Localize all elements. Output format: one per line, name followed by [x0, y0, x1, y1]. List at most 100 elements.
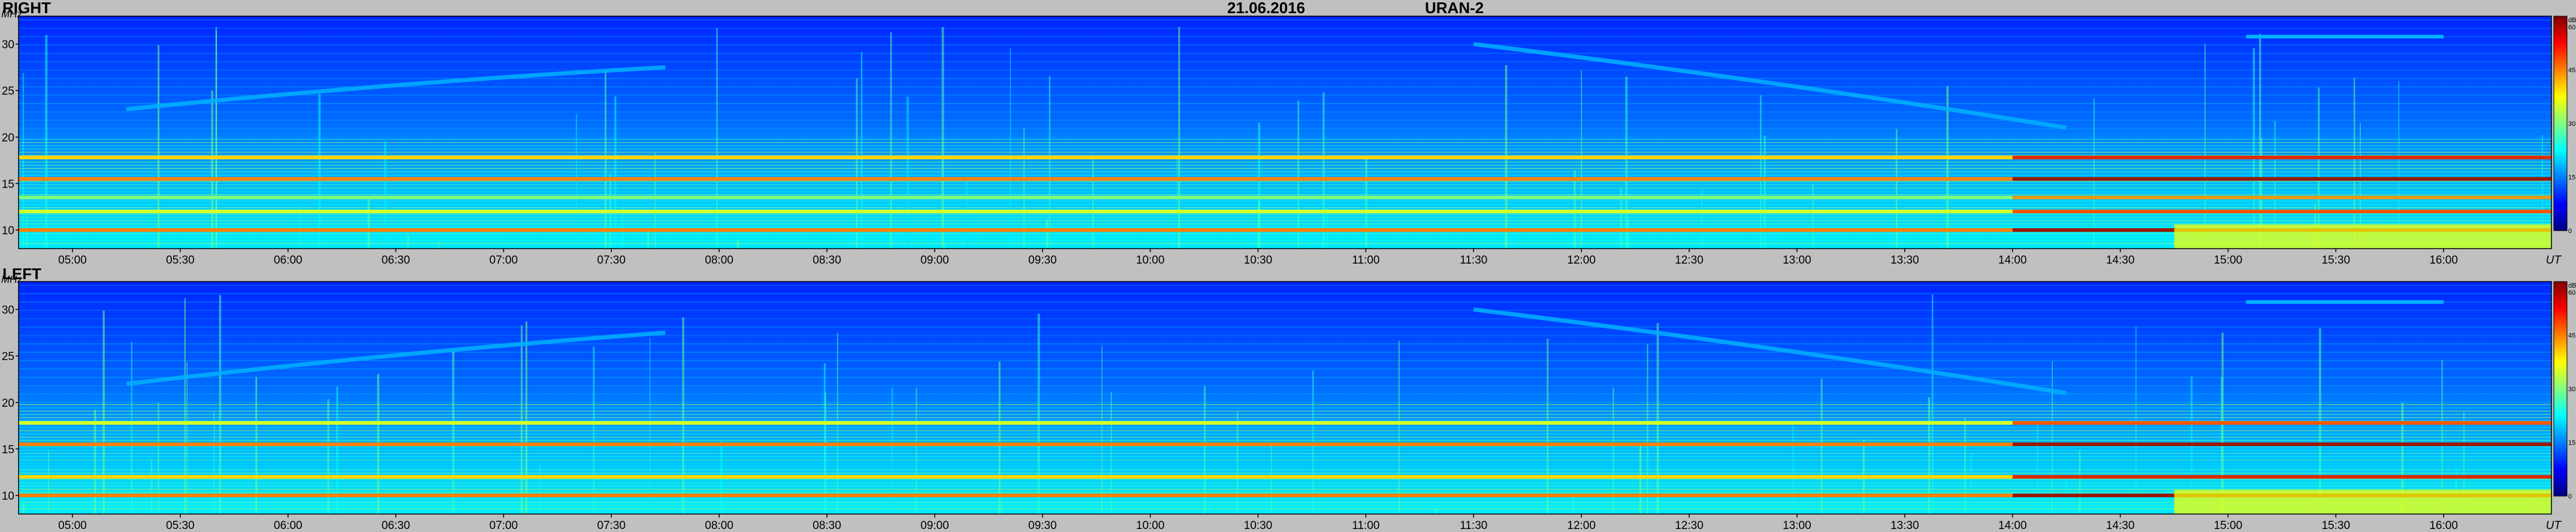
right-noise-line — [19, 152, 2551, 153]
left-noise-line — [19, 385, 2551, 386]
right-interference-spike — [45, 35, 48, 249]
right-interference-spike — [2541, 135, 2543, 249]
left-interference-spike — [891, 387, 893, 514]
right-noise-line — [19, 233, 2551, 234]
left-drifting-band — [1473, 307, 2067, 395]
left-x-tick-label: 10:00 — [1136, 519, 1165, 532]
right-signal-layer — [19, 19, 2551, 249]
right-interference-spike — [2252, 48, 2255, 249]
right-x-tick-label: 12:30 — [1675, 254, 1704, 267]
right-interference-spike — [1365, 158, 1368, 249]
left-noise-line — [19, 466, 2551, 467]
left-horizontal-band — [19, 442, 2551, 446]
left-noise-line — [19, 335, 2551, 336]
left-horizontal-band — [2246, 300, 2444, 304]
right-interference-spike — [860, 52, 863, 249]
right-colorbar-tick-label: 15 — [2568, 174, 2575, 182]
left-interference-spike — [682, 317, 685, 514]
left-noise-line — [19, 440, 2551, 441]
right-interference-spike — [2031, 231, 2033, 249]
left-noise-line — [19, 456, 2551, 458]
right-x-tick-label: 06:00 — [274, 254, 303, 267]
right-interference-spike — [2318, 87, 2320, 249]
left-interference-spike — [593, 346, 595, 514]
right-noise-line — [19, 188, 2551, 189]
right-x-tick-label: 15:30 — [2321, 254, 2350, 267]
left-horizontal-band-enhanced — [2012, 442, 2551, 446]
right-x-tick-label: 07:00 — [490, 254, 518, 267]
right-x-tick-label: 13:00 — [1783, 254, 1811, 267]
left-colorbar-tick-label: 15 — [2568, 440, 2575, 447]
left-interference-spike — [1820, 378, 1823, 514]
right-interference-spike — [906, 96, 909, 249]
left-interference-spike — [102, 310, 105, 514]
right-interference-spike — [2093, 98, 2095, 249]
right-noise-line — [19, 207, 2551, 208]
right-interference-spike — [575, 114, 577, 249]
right-interference-spike — [1178, 26, 1180, 249]
left-noise-line — [19, 310, 2551, 311]
right-noise-line — [19, 226, 2551, 228]
left-interference-spike — [525, 321, 528, 514]
right-interference-spike — [1760, 95, 1762, 249]
left-noise-line — [19, 508, 2551, 510]
right-interference-spike — [1946, 86, 1949, 249]
left-noise-line — [19, 360, 2551, 361]
right-interference-spike — [1627, 218, 1629, 249]
right-horizontal-band — [2246, 35, 2444, 39]
right-y-tick-label: 30 — [2, 39, 14, 52]
right-horizontal-band — [19, 155, 2551, 159]
left-drifting-band — [126, 330, 666, 386]
right-noise-line — [19, 145, 2551, 147]
left-interference-spike — [1970, 452, 1972, 514]
left-x-tick-label: 11:30 — [1460, 519, 1487, 532]
left-interference-spike — [1001, 502, 1003, 514]
right-interference-spike — [1326, 207, 1328, 249]
left-x-tick-label: 16:00 — [2429, 519, 2458, 532]
left-noise-line — [19, 430, 2551, 431]
right-colorbar-tick-label: 30 — [2568, 120, 2575, 128]
right-interference-spike — [621, 207, 624, 249]
right-interference-spike — [1763, 135, 1766, 249]
left-x-tick-label: 06:00 — [274, 519, 303, 532]
right-interference-spike — [407, 235, 409, 249]
right-noise-line — [19, 28, 2551, 29]
left-y-tick-label: 30 — [2, 304, 14, 317]
right-interference-spike — [2360, 122, 2361, 249]
right-horizontal-band — [19, 209, 2551, 213]
left-interference-spike — [131, 449, 132, 514]
left-x-tick-label: 10:30 — [1244, 519, 1273, 532]
right-interference-spike — [1010, 48, 1011, 249]
left-interference-spike — [2463, 412, 2465, 514]
observation-date: 21.06.2016 — [1227, 0, 1306, 17]
left-y-tick-label: 15 — [2, 443, 14, 456]
right-interference-spike — [318, 93, 321, 249]
right-interference-spike — [1895, 129, 1898, 249]
left-noise-line — [19, 459, 2551, 461]
left-interference-spike — [650, 337, 651, 514]
left-x-tick-label: 13:00 — [1783, 519, 1811, 532]
right-x-tick-label: 09:00 — [920, 254, 949, 267]
right-high-intensity-region — [2174, 224, 2551, 249]
right-noise-line — [19, 155, 2551, 156]
right-x-tick-label: 08:00 — [705, 254, 733, 267]
right-interference-spike — [1581, 70, 1583, 249]
left-horizontal-band — [19, 421, 2551, 425]
right-x-tick-label: 11:00 — [1352, 254, 1379, 267]
right-horizontal-band — [19, 177, 2551, 181]
left-noise-line — [19, 436, 2551, 438]
left-interference-spike — [2401, 403, 2404, 514]
left-interference-spike — [1037, 313, 1040, 514]
right-interference-spike — [2260, 137, 2263, 249]
right-drifting-band — [126, 65, 666, 111]
left-interference-spike — [1209, 504, 1210, 514]
left-noise-line — [19, 505, 2551, 506]
right-interference-spike — [605, 69, 607, 249]
right-noise-line — [19, 111, 2551, 113]
left-panel-title: LEFT — [2, 265, 41, 283]
right-interference-spike — [941, 27, 944, 249]
right-noise-line — [19, 168, 2551, 170]
left-x-tick-label: 08:00 — [705, 519, 733, 532]
right-interference-spike — [1092, 155, 1094, 249]
right-interference-spike — [647, 231, 649, 249]
